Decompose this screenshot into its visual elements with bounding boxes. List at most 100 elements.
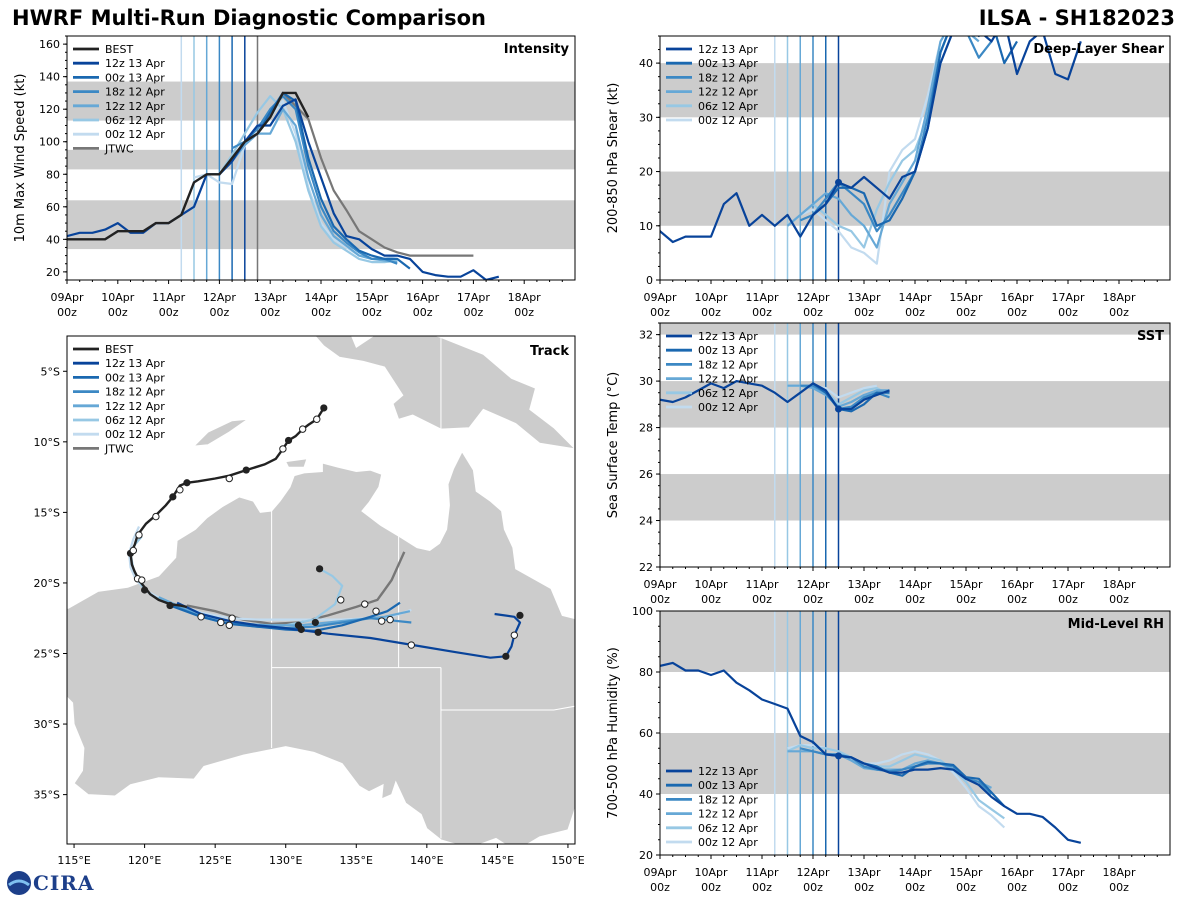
track-run-point-open xyxy=(372,607,380,615)
state-border-4 xyxy=(440,667,575,711)
timor-island xyxy=(192,418,250,447)
intensity-xtick-hour: 00z xyxy=(362,306,382,319)
intensity-xtick-date: 09Apr xyxy=(50,291,84,304)
sst-xtick-date: 12Apr xyxy=(796,578,830,591)
track-run-point-open xyxy=(225,621,233,629)
track-best-point-open xyxy=(152,512,160,521)
shear-xtick-hour: 00z xyxy=(701,306,721,319)
track-run-point xyxy=(315,565,324,573)
sst-ytick-label: 30 xyxy=(639,375,653,388)
shear-xtick-date: 12Apr xyxy=(796,291,830,304)
rh-legend-label: 12z 13 Apr xyxy=(698,765,758,778)
intensity-ytick-label: 100 xyxy=(39,136,60,149)
sst-ytick-label: 28 xyxy=(639,422,653,435)
intensity-xtick-hour: 00z xyxy=(260,306,280,319)
shear-ytick-label: 40 xyxy=(639,57,653,70)
shear-xtick-date: 15Apr xyxy=(949,291,983,304)
rh-panel: 20 40 60 80 100 09Apr 00z 10Apr 00z 11Apr 00z 12Apr… xyxy=(606,605,1171,894)
track-legend-label: JTWC xyxy=(104,442,134,455)
track-best-point-open xyxy=(313,415,321,423)
australia-landmass xyxy=(67,450,575,844)
melville-island xyxy=(284,458,308,468)
sst-xtick-hour: 00z xyxy=(956,593,976,606)
rh-legend-label: 00z 12 Apr xyxy=(698,836,758,849)
intensity-legend-label: 18z 12 Apr xyxy=(105,86,165,99)
sst-legend-label: 12z 12 Apr xyxy=(698,373,758,386)
shear-xtick-date: 18Apr xyxy=(1102,291,1136,304)
sst-legend-label: 18z 12 Apr xyxy=(698,358,758,371)
track-xtick-label: 125°E xyxy=(198,854,231,867)
rh-xtick-hour: 00z xyxy=(803,881,823,894)
tasmania-island xyxy=(492,875,544,900)
rh-lines xyxy=(660,661,1082,844)
track-best-point xyxy=(183,479,191,487)
rh-run-line-0 xyxy=(660,661,1082,844)
track-best-point-open xyxy=(138,576,146,584)
intensity-ytick-label: 20 xyxy=(46,266,60,279)
intensity-xtick-date: 13Apr xyxy=(254,291,288,304)
intensity-xtick-date: 10Apr xyxy=(101,291,135,304)
sst-xtick-date: 10Apr xyxy=(694,578,728,591)
intensity-xtick-date: 11Apr xyxy=(152,291,186,304)
rh-ytick-label: 20 xyxy=(639,849,653,862)
rh-xtick-hour: 00z xyxy=(905,881,925,894)
rh-xtick-hour: 00z xyxy=(650,881,670,894)
intensity-xtick-hour: 00z xyxy=(210,306,230,319)
sst-title: SST xyxy=(1137,329,1164,344)
intensity-ytick-label: 120 xyxy=(39,103,60,116)
intensity-xtick-date: 16Apr xyxy=(406,291,440,304)
rh-ylabel: 700-500 hPa Humidity (%) xyxy=(606,647,621,819)
sst-run-line-0 xyxy=(660,380,890,411)
rh-xtick-date: 17Apr xyxy=(1051,866,1085,879)
rh-xtick-hour: 00z xyxy=(752,881,772,894)
track-run-point-open xyxy=(510,631,519,639)
shear-xtick-hour: 00z xyxy=(956,306,976,319)
sst-xtick-date: 13Apr xyxy=(847,578,881,591)
intensity-legend-label: JTWC xyxy=(104,142,134,155)
track-ytick-label: 15°S xyxy=(34,506,60,519)
intensity-best-line xyxy=(67,91,310,241)
shear-legend-label: 00z 12 Apr xyxy=(698,114,758,127)
intensity-ytick-label: 80 xyxy=(46,168,60,181)
sst-xtick-hour: 00z xyxy=(701,593,721,606)
intensity-legend-label: 00z 12 Apr xyxy=(105,128,165,141)
rh-xtick-date: 15Apr xyxy=(949,866,983,879)
sst-legend-label: 06z 12 Apr xyxy=(698,387,758,400)
sst-xtick-hour: 00z xyxy=(1007,593,1027,606)
sst-xtick-hour: 00z xyxy=(650,593,670,606)
storm-id: ILSA - SH182023 xyxy=(978,6,1175,30)
shear-title: Deep-Layer Shear xyxy=(1033,42,1164,57)
track-run-point xyxy=(311,618,319,627)
track-ytick-label: 20°S xyxy=(34,577,60,590)
track-run-point-open xyxy=(197,613,205,621)
shear-legend-label: 06z 12 Apr xyxy=(698,100,758,113)
track-frame xyxy=(66,335,576,845)
track-best-point xyxy=(141,586,149,594)
rh-init-marker xyxy=(835,752,842,760)
rh-ytick-label: 40 xyxy=(639,788,653,801)
track-run-point-open xyxy=(386,615,394,624)
shear-legend-label: 00z 13 Apr xyxy=(698,57,758,70)
rh-xtick-date: 14Apr xyxy=(898,866,932,879)
sst-xtick-hour: 00z xyxy=(1109,593,1129,606)
sst-legend-label: 00z 13 Apr xyxy=(698,344,758,357)
track-best-point-open xyxy=(225,474,233,483)
sst-xtick-date: 16Apr xyxy=(1000,578,1034,591)
rh-legend-label: 06z 12 Apr xyxy=(698,822,758,835)
intensity-xtick-hour: 00z xyxy=(159,306,179,319)
sst-xtick-date: 09Apr xyxy=(643,578,677,591)
track-best-point-open xyxy=(298,425,307,433)
intensity-xtick-date: 15Apr xyxy=(355,291,389,304)
rh-xtick-date: 13Apr xyxy=(847,866,881,879)
shear-init-marker xyxy=(835,178,842,186)
shear-band-0 xyxy=(660,171,1170,226)
track-best-point xyxy=(166,601,174,610)
rh-band-1 xyxy=(660,611,1170,672)
sst-band-0 xyxy=(660,474,1170,521)
rh-ytick-label: 60 xyxy=(639,727,653,740)
track-best-point xyxy=(242,466,250,474)
rh-title: Mid-Level RH xyxy=(1068,617,1164,632)
sst-xtick-hour: 00z xyxy=(752,593,772,606)
track-ytick-label: 25°S xyxy=(34,648,60,661)
track-ytick-label: 35°S xyxy=(34,789,60,802)
